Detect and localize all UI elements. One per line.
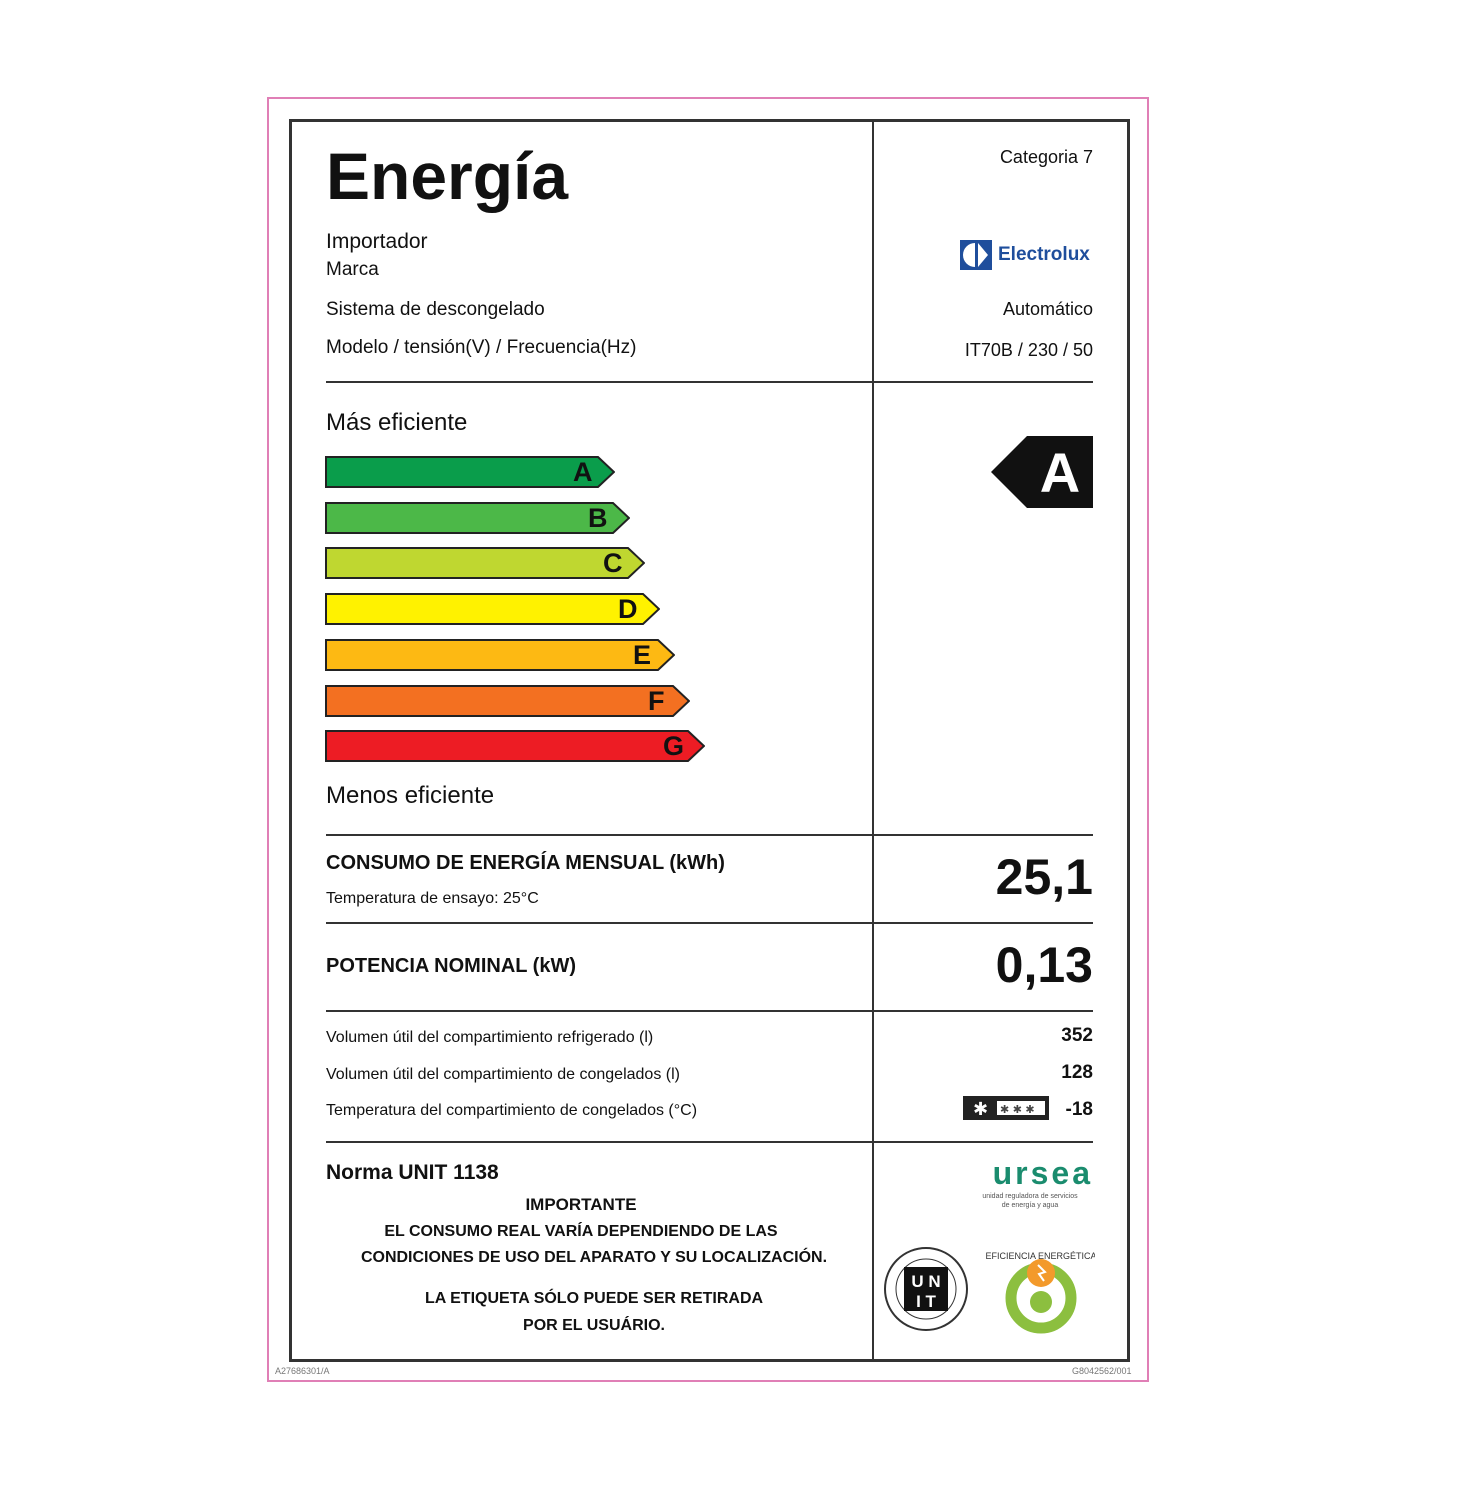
defrost-label: Sistema de descongelado	[326, 299, 545, 320]
svg-text:✱: ✱	[973, 1099, 988, 1120]
efficiency-class-letter: E	[633, 639, 652, 670]
code-right: G8042562/001	[1072, 1366, 1132, 1376]
less-efficient-label: Menos eficiente	[326, 782, 495, 809]
efficiency-seal: EFICIENCIA ENERGÉTICA	[985, 1245, 1097, 1340]
ursea-logo: ursea	[992, 1155, 1093, 1191]
rating-letter: A	[1039, 441, 1081, 504]
efficiency-bar-e: E	[325, 638, 675, 671]
ursea-subtitle-line: de energía y agua	[1001, 1202, 1059, 1209]
more-efficient-label: Más eficiente	[326, 409, 468, 436]
label-box	[289, 119, 1130, 1362]
divider	[326, 922, 1093, 924]
efficiency-bar-a: A	[325, 456, 615, 488]
column-divider	[872, 119, 874, 1362]
important-heading: IMPORTANTE	[525, 1195, 637, 1214]
norm-label: Norma UNIT 1138	[326, 1161, 499, 1184]
spec-value: 128	[1061, 1062, 1093, 1083]
important-line: POR EL USUÁRIO.	[523, 1317, 665, 1334]
ursea-subtitle: unidad reguladora de servicios de energía…	[965, 1192, 1095, 1210]
svg-text:U N: U N	[911, 1272, 940, 1291]
efficiency-bar-b: B	[325, 501, 630, 534]
divider	[326, 1010, 1093, 1012]
important-line: CONDICIONES DE USO DEL APARATO Y SU LOCA…	[360, 1249, 828, 1266]
model-label: Modelo / tensión(V) / Frecuencia(Hz)	[326, 337, 637, 358]
consumption-label: CONSUMO DE ENERGÍA MENSUAL (kWh)	[326, 852, 725, 874]
efficiency-class-letter: A	[573, 457, 593, 487]
efficiency-class-letter: B	[588, 502, 608, 533]
electrolux-logo: Electrolux	[960, 240, 1090, 270]
importer-label: Importador	[326, 230, 428, 253]
efficiency-class-letter: G	[663, 731, 685, 762]
freezer-star-rating-icon: ✱ ✱ ✱ ✱	[963, 1096, 1049, 1125]
category: Categoria 7	[999, 147, 1093, 167]
efficiency-class-letter: F	[648, 685, 665, 716]
spec-label: Volumen útil del compartimiento de conge…	[326, 1066, 680, 1083]
electrolux-icon	[960, 240, 992, 270]
efficiency-bar-c: C	[325, 547, 645, 580]
defrost-value: Automático	[1002, 299, 1093, 319]
spec-value: 352	[1061, 1025, 1093, 1046]
rating-arrow: A	[991, 436, 1094, 514]
model-value: IT70B / 230 / 50	[964, 340, 1093, 360]
spec-label: Temperatura del compartimiento de congel…	[326, 1102, 698, 1119]
svg-text:EFICIENCIA ENERGÉTICA: EFICIENCIA ENERGÉTICA	[985, 1251, 1095, 1261]
efficiency-bar-f: F	[325, 684, 690, 717]
electrolux-wordmark: Electrolux	[998, 244, 1090, 265]
code-left: A27686301/A	[275, 1366, 330, 1376]
ursea-subtitle-line: unidad reguladora de servicios	[982, 1193, 1078, 1200]
spec-value: -18	[1065, 1099, 1093, 1120]
consumption-sublabel: Temperatura de ensayo: 25°C	[326, 890, 539, 907]
brand-label: Marca	[326, 259, 379, 280]
power-label: POTENCIA NOMINAL (kW)	[326, 955, 576, 977]
divider	[326, 834, 1093, 836]
power-value: 0,13	[995, 937, 1093, 993]
efficiency-bar-g: G	[325, 730, 705, 763]
label-frame	[267, 97, 1149, 1382]
spec-label: Volumen útil del compartimiento refriger…	[326, 1029, 654, 1046]
label-title: Energía	[326, 139, 569, 213]
divider	[326, 1141, 1093, 1143]
important-line: EL CONSUMO REAL VARÍA DEPENDIENDO DE LAS	[384, 1223, 778, 1240]
efficiency-class-letter: D	[618, 594, 638, 625]
divider	[326, 381, 1093, 383]
efficiency-class-letter: C	[603, 548, 623, 579]
svg-text:I T: I T	[916, 1292, 936, 1311]
svg-text:✱ ✱ ✱: ✱ ✱ ✱	[1000, 1103, 1035, 1116]
important-line: LA ETIQUETA SÓLO PUEDE SER RETIRADA	[424, 1290, 764, 1307]
efficiency-bar-d: D	[325, 593, 660, 626]
consumption-value: 25,1	[995, 849, 1093, 905]
